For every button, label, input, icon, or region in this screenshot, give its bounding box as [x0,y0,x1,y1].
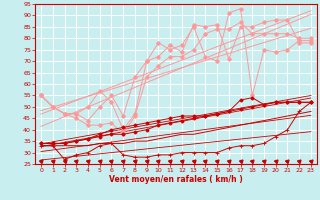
X-axis label: Vent moyen/en rafales ( km/h ): Vent moyen/en rafales ( km/h ) [109,175,243,184]
